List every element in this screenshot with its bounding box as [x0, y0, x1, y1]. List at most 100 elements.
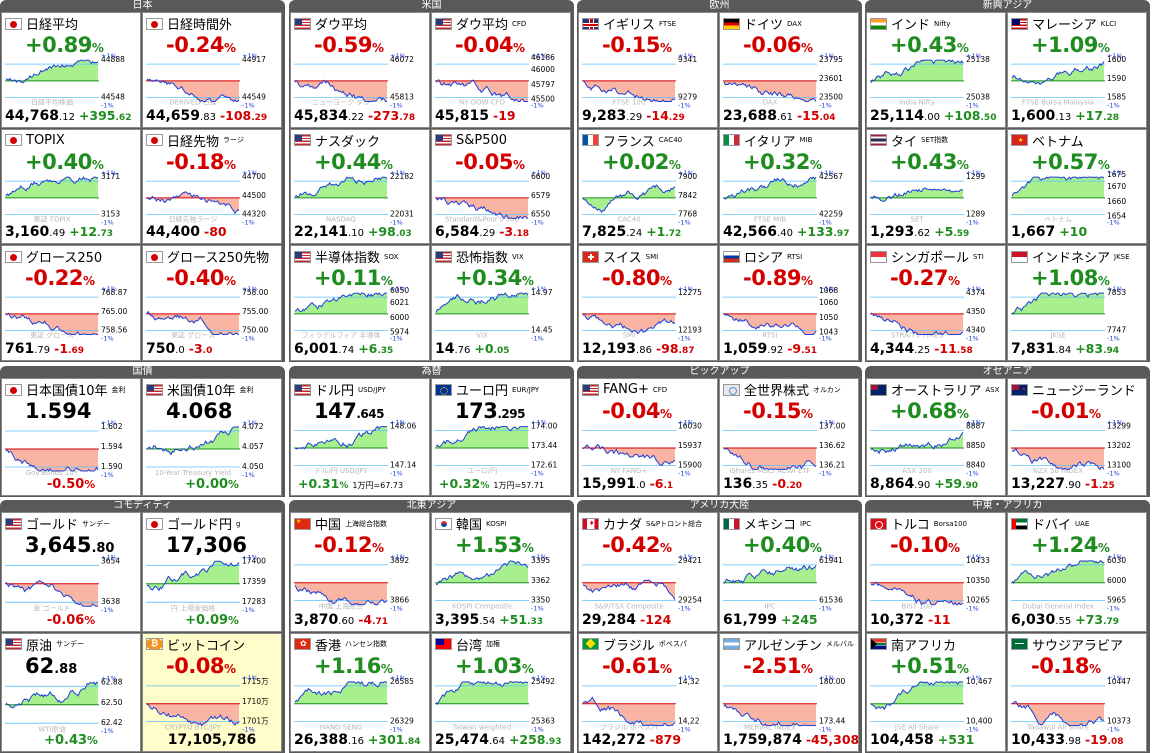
market-tile[interactable]: メキシコ IPC +0.40% 61,799 +245 IPC 61941 61536 +1% -…: [719, 512, 859, 632]
market-tile[interactable]: TOPIX +0.40% 3,160.49 +12.73 東証 TOPIX 3171 315…: [1, 128, 141, 245]
price-line: [294, 292, 387, 313]
market-tile[interactable]: グロース250 -0.22% 761.79 -1.69 東証 グロース 768.87 765…: [1, 245, 141, 361]
market-tile[interactable]: トルコ Borsa100 -0.10% 10,372 -11 BIST 100 10433 1…: [866, 512, 1006, 632]
percent-sign: %: [1089, 407, 1101, 421]
flag-icon: [146, 134, 163, 147]
price-change: -14.29: [646, 108, 685, 123]
price-line: [870, 680, 963, 710]
market-tile[interactable]: ₿ ビットコイン -0.08% 17,105,786 CRYPTO BTC/JPY 171…: [142, 632, 282, 752]
minus-one-percent-label: -1%: [101, 102, 114, 109]
price-integer: 25,474: [435, 732, 490, 748]
market-group: 国債 日本国債10年 金利 1.594 -0.50% Gov.Bonds 10Y 1.602…: [0, 366, 285, 497]
percent-sign: %: [83, 274, 95, 289]
diff-integer: -15: [796, 107, 820, 123]
market-tile[interactable]: 原油 サンデー 62.88 +0.43% WTI原油 62.88 62.50 62.42 +1%…: [1, 632, 141, 752]
axis-tick-label: 6600: [531, 172, 550, 181]
market-tile[interactable]: 米国債10年 金利 4.068 +0.00% 10-Year Treasury Yiel…: [142, 378, 282, 496]
chart-watermark: NY DOW CFD: [459, 99, 505, 107]
axis-tick-label: 173.44: [819, 716, 845, 725]
change-value: +0.11: [314, 266, 381, 291]
value-integer: 17,306: [166, 533, 248, 557]
market-tile[interactable]: シンガポール STI -0.27% 4,344.25 -11.58 STRAITS TIM…: [866, 245, 1006, 361]
market-tile[interactable]: ダウ平均 CFD -0.04% 45,815 -19 NY DOW CFD 46186 460…: [431, 12, 571, 128]
price-line: [435, 425, 529, 448]
current-price: 23,688.61: [723, 108, 793, 124]
market-tile[interactable]: 日経先物 ラージ -0.18% 44,400 -80 日経先物ラージ 44700 44500 4…: [142, 128, 282, 245]
axis-tick-label: 14.97: [531, 288, 553, 297]
price-change: -879: [650, 732, 681, 747]
market-tile[interactable]: マレーシア KLCI +1.09% 1,600.13 +17.28 FTSE Bursa …: [1007, 12, 1147, 128]
market-tile[interactable]: ドバイ UAE +1.24% 6,030.55 +73.79 Dubai General …: [1007, 512, 1147, 632]
value-decimal: .295: [497, 407, 525, 421]
axis-tick-label: 1.602: [101, 422, 123, 431]
market-tile[interactable]: ナスダック +0.44% 22,141.10 +98.03 NASDAQ 22182 220…: [290, 128, 430, 245]
price-line: [723, 564, 817, 584]
market-name: 中国: [315, 518, 342, 531]
market-tile[interactable]: ゴールド円 g 17,306 +0.09% 円 上場金価格 17400 17359 17283…: [142, 512, 282, 632]
market-tile[interactable]: スイス SMI -0.80% 12,193.86 -98.87 SMI 12275 12193…: [578, 245, 718, 361]
market-tile[interactable]: ゴールド サンデー 3,645.80 -0.06% 金 ゴールド 3654 3638 +1% -…: [1, 512, 141, 632]
market-tile[interactable]: サウジアラビア -0.18% 10,433.98 -19.08 Tadawul All …: [1007, 632, 1147, 752]
market-tile[interactable]: ブラジル ボベスパ -0.61% 142,272 -879 ブラジル ボベスパ 14,32 1…: [578, 632, 718, 752]
axis-tick-label: 6050: [390, 286, 409, 295]
percent-sign: %: [521, 274, 534, 289]
market-tile[interactable]: 半導体指数 SOX +0.11% 6,001.74 +6.35 フィラデルフィア 半導体 6…: [290, 245, 430, 361]
market-tile[interactable]: タイ SET指数 +0.43% 1,293.62 +5.59 SET 1299 1289 +1%…: [866, 128, 1006, 245]
price-integer: 761: [5, 340, 35, 357]
market-tile[interactable]: 日経平均 +0.89% 44,768.12 +395.62 日経平均株価 44888 445…: [1, 12, 141, 128]
price-line: [870, 312, 964, 336]
market-name: マレーシア: [1032, 18, 1097, 31]
plus-one-percent-label: +1%: [101, 53, 117, 60]
market-tile[interactable]: オーストラリア ASX +0.68% 8,864.90 +59.90 ASX 200 888…: [866, 378, 1006, 496]
market-tile[interactable]: ドル円 USD/JPY 147.645 +0.31% 1万円=67.73 ドル/円 USD…: [290, 378, 430, 496]
market-tile[interactable]: ニュージーランド -0.01% 13,227.90 -1.25 NZX 50 INDEX…: [1007, 378, 1147, 496]
plus-one-percent-label: +1%: [819, 553, 835, 561]
market-tile[interactable]: FANG+ CFD -0.04% 15,991.0 -6.1 NY FANG+ 16030 1…: [578, 378, 718, 496]
market-tile[interactable]: 台湾 加権 +1.03% 25,474.64 +258.93 Taiwan weighte…: [431, 632, 571, 752]
market-tile[interactable]: 日経時間外 -0.24% 44,659.83 -108.29 DERIVED 日経 449…: [142, 12, 282, 128]
percent-sign: %: [339, 481, 349, 491]
market-group: 欧州 イギリス FTSE -0.15% 9,283.29 -14.29 FTSE 100 93…: [577, 0, 862, 362]
market-tile[interactable]: アルゼンチン メルバル -2.51% 1,759,874 -45,308 MERVAL I…: [719, 632, 859, 752]
market-tile[interactable]: ♦ カナダ S&Pトロント総合 -0.42% 29,284 -124 S&P/TSX Com…: [578, 512, 718, 632]
tile-title: 日経平均: [5, 16, 138, 31]
market-tile[interactable]: ★ ベトナム +0.57% 1,667 +10 ベトナム 1675 1670 1660 1654 +…: [1007, 128, 1147, 245]
market-tile[interactable]: ロシア RTSI -0.89% 1,059.92 -9.51 RTSI 1068 1060 10…: [719, 245, 859, 361]
market-tile[interactable]: 韓国 KOSPI +1.53% 3,395.54 +51.33 KOSPI Composi…: [431, 512, 571, 632]
axis-tick-label: 1.594: [101, 442, 123, 451]
change-percent: -2.51%: [743, 654, 813, 678]
market-tile[interactable]: インド Nifty +0.43% 25,114.00 +108.50 India Nift…: [866, 12, 1006, 128]
market-tile[interactable]: グロース250先物 -0.40% 750.0 -3.0 東証 グロース 758.00 755…: [142, 245, 282, 361]
market-tile[interactable]: 恐怖指数 VIX +0.34% 14.76 +0.05 VIX 14.97 14.45 +1% -…: [431, 245, 571, 361]
change-percent: +0.40%: [743, 533, 822, 557]
price-decimal: .61: [777, 111, 793, 123]
market-tile[interactable]: 南アフリカ +0.51% 104,458 +531 JSE All Share 10,46…: [866, 632, 1006, 752]
current-price: 25,474.64: [435, 732, 505, 748]
market-name: 原油: [26, 638, 53, 652]
market-tile[interactable]: ダウ平均 -0.59% 45,834.22 -273.78 ニューヨーク ダウ 46072…: [290, 12, 430, 128]
percent-sign: %: [660, 274, 672, 289]
market-tile[interactable]: ドイツ DAX -0.06% 23,688.61 -15.04 DAX 23795 23601…: [719, 12, 859, 128]
diff-integer: -1: [1084, 476, 1099, 491]
market-tile[interactable]: S&P500 -0.05% 6,584.29 -3.18 Standard&Poor's…: [431, 128, 571, 245]
market-tile[interactable]: ★ 中国 上海総合指数 -0.12% 3,870.60 -4.71 中国 上海総合 3892 3…: [290, 512, 430, 632]
market-tile[interactable]: ✿ 香港 ハンセン指数 +1.16% 26,388.16 +301.84 HANG SENG…: [290, 632, 430, 752]
market-tile[interactable]: 全世界株式 オルカン -0.15% 136.35 -0.20 iShares MSCI A…: [719, 378, 859, 496]
diff-integer: -11: [928, 611, 951, 627]
percent-sign: %: [809, 541, 822, 555]
diff-integer: +6: [358, 340, 378, 356]
plus-one-percent-label: +1%: [819, 674, 835, 682]
market-tile[interactable]: イギリス FTSE -0.15% 9,283.29 -14.29 FTSE 100 9341…: [578, 12, 718, 128]
percent-sign: %: [521, 541, 534, 555]
minus-one-percent-label: -1%: [531, 725, 544, 733]
axis-tick-label: 1.590: [101, 462, 123, 471]
market-tile[interactable]: イタリア MIB +0.32% 42,566.40 +133.97 FTSE MIB 425…: [719, 128, 859, 245]
tile-title: インドネシア JKSE: [1011, 249, 1144, 264]
market-tile[interactable]: 日本国債10年 金利 1.594 -0.50% Gov.Bonds 10Y 1.602 1.…: [1, 378, 141, 496]
plus-one-percent-label: +1%: [966, 674, 982, 682]
market-tile[interactable]: ユーロ円 EUR/JPY 173.295 +0.32% 1万円=57.71 ユーロ/円 17…: [431, 378, 571, 496]
axis-tick-label: 13299: [1107, 422, 1131, 431]
market-tile[interactable]: フランス CAC40 +0.02% 7,825.24 +1.72 CAC40 7900 784…: [578, 128, 718, 245]
intraday-chart: S&P/TSX Composite 29421 29254 +1% -1%: [582, 553, 702, 613]
market-tile[interactable]: インドネシア JKSE +1.08% 7,831.84 +83.94 JKSE 7853 77…: [1007, 245, 1147, 361]
